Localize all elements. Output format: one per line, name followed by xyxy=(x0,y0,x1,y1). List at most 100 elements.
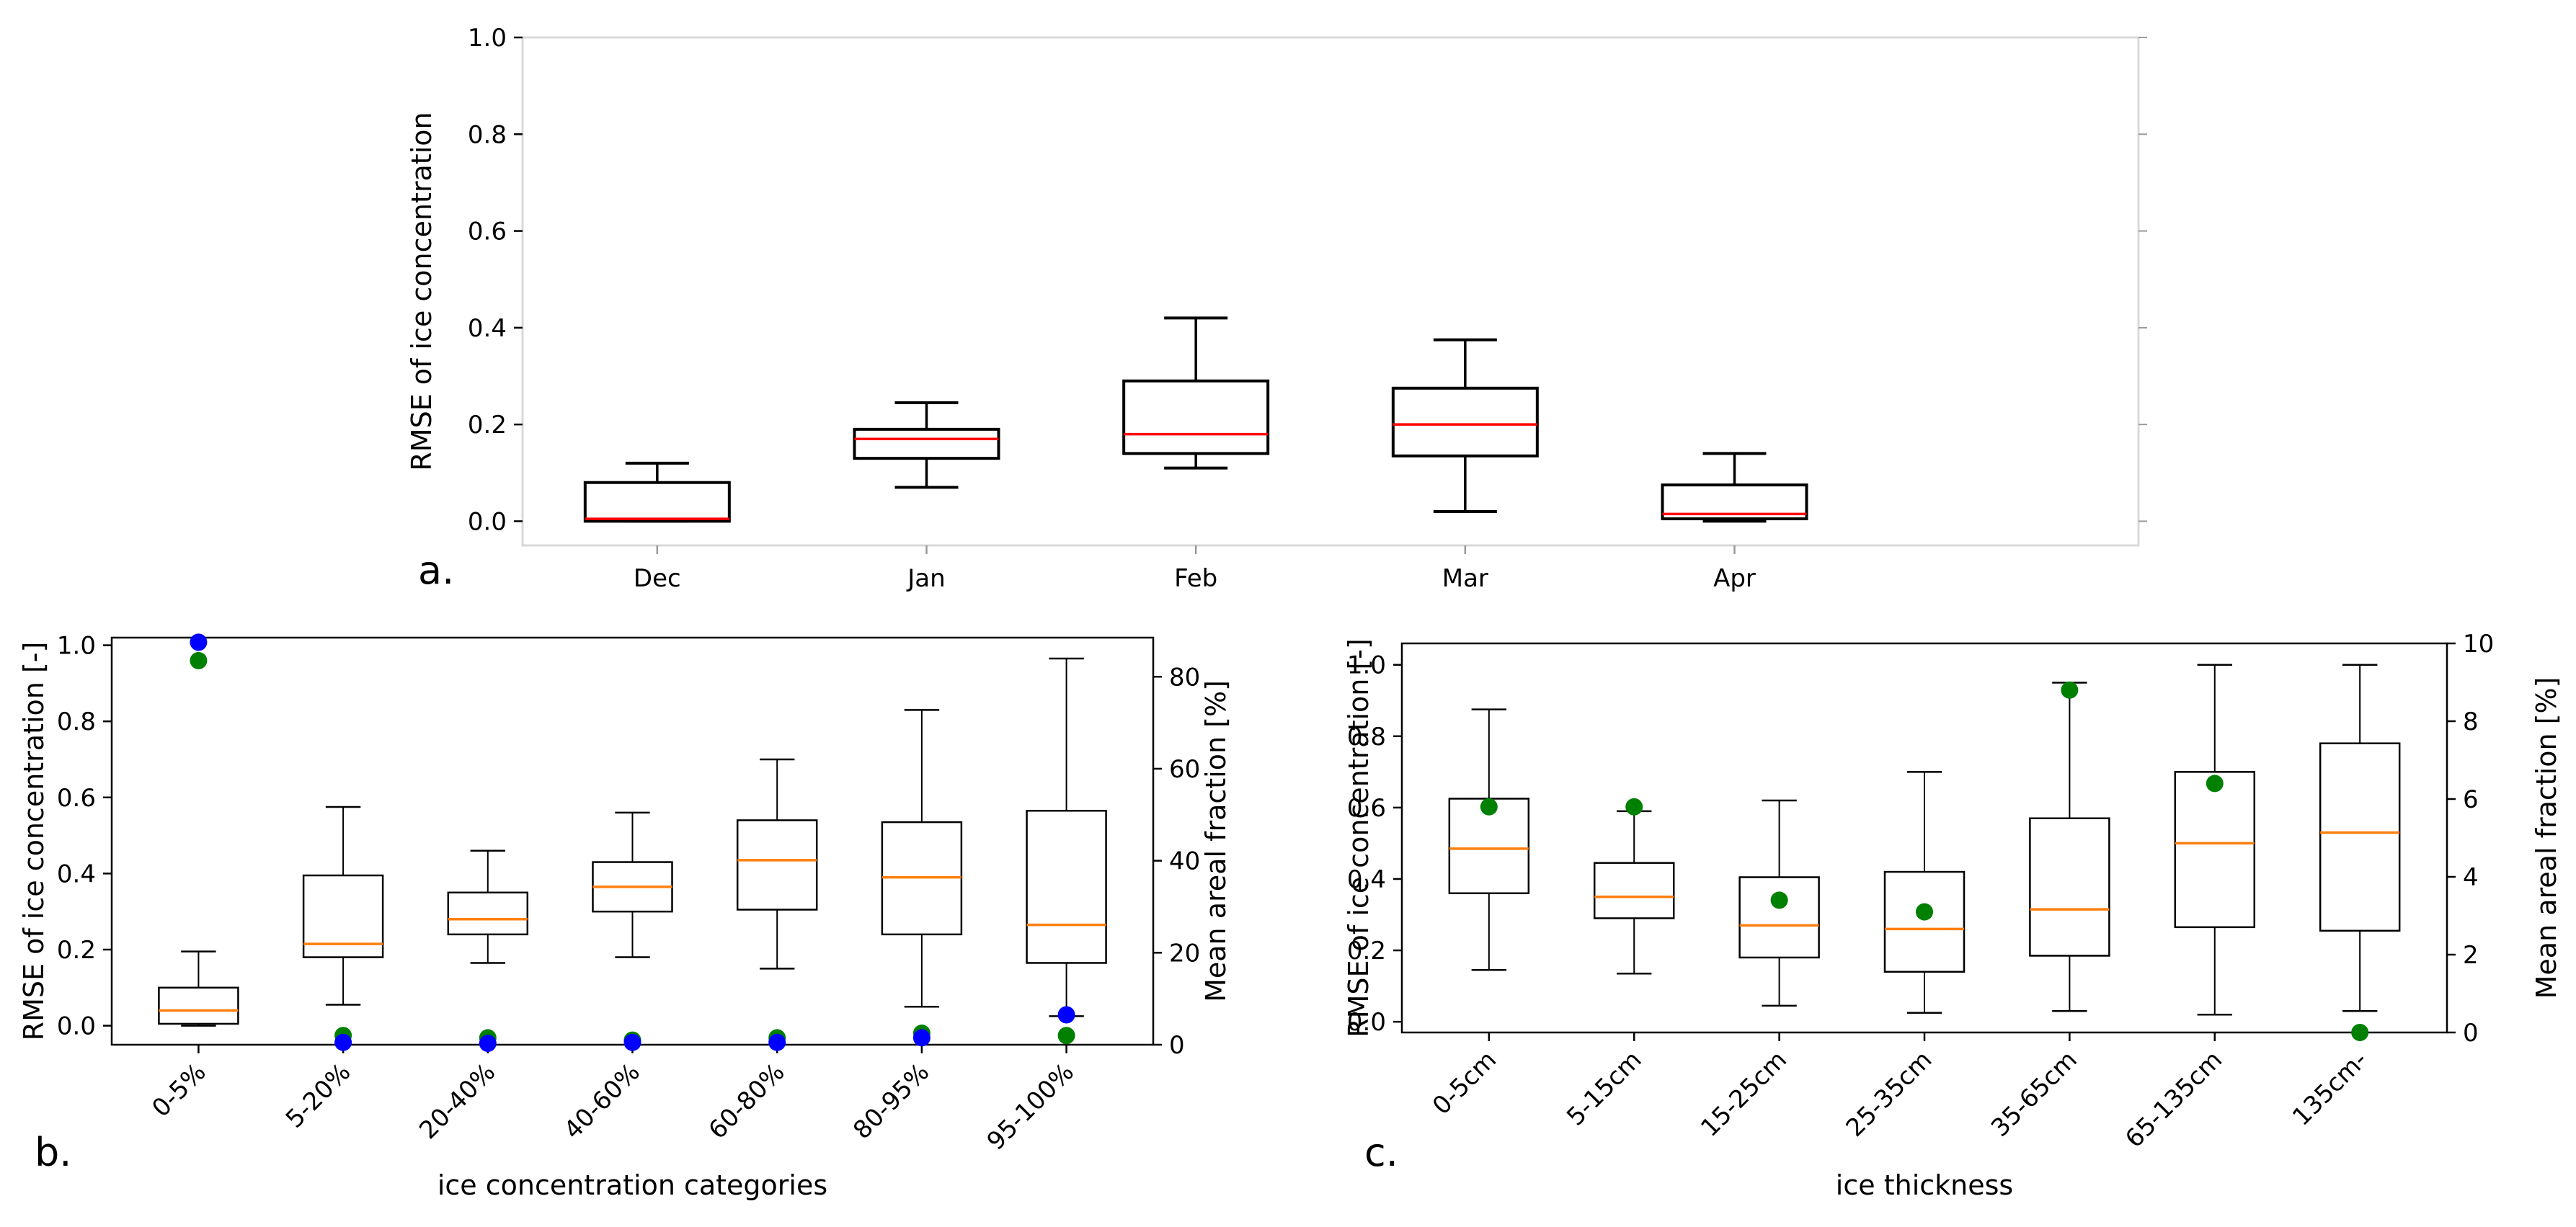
iqr-box xyxy=(2319,742,2401,932)
x-tick-label: Dec xyxy=(634,564,681,593)
y-right-tick-label: 0 xyxy=(2463,1019,2479,1048)
x-tick-label: Apr xyxy=(1713,564,1756,593)
plot-frame xyxy=(521,36,2140,547)
y-tick-label: 0.2 xyxy=(1347,937,1386,965)
y-tick-label: 0.4 xyxy=(57,860,96,888)
y-tick-label: 1.0 xyxy=(57,632,96,661)
y-axis-label: RMSE of ice concentration xyxy=(406,112,438,470)
iqr-box xyxy=(853,427,1000,460)
x-tick-label: Mar xyxy=(1442,564,1488,593)
x-tick-label: 60-80% xyxy=(703,1058,791,1145)
iqr-box xyxy=(1738,876,1820,959)
x-tick-label: 5-15cm xyxy=(1561,1045,1647,1131)
iqr-box xyxy=(736,819,818,911)
y-right-axis-label: Mean areal fraction [%] xyxy=(1200,680,1232,1002)
y-right-tick-label: 20 xyxy=(1169,939,1200,968)
y-tick-label: 0.0 xyxy=(1347,1008,1386,1037)
y-tick-label: 1.0 xyxy=(1347,651,1386,680)
y-tick-label: 0.4 xyxy=(468,314,507,343)
y-tick-label: 0.4 xyxy=(1347,865,1386,894)
y-tick-label: 0.2 xyxy=(57,936,96,965)
y-tick-label: 0.8 xyxy=(57,708,96,736)
y-right-tick-label: 80 xyxy=(1169,663,1200,692)
x-tick-label: 35-65cm xyxy=(1986,1045,2083,1143)
blue-point xyxy=(1057,1006,1075,1024)
box-5-20% xyxy=(302,806,384,1006)
y-right-tick-label: 2 xyxy=(2463,941,2479,970)
y-tick-label: 0.6 xyxy=(57,784,96,813)
y-right-tick-label: 60 xyxy=(1169,755,1200,784)
box-95-100% xyxy=(1026,657,1107,1017)
y-tick-label: 0.0 xyxy=(57,1012,96,1041)
y-right-tick-label: 6 xyxy=(2463,785,2479,814)
x-tick-label: 20-40% xyxy=(414,1058,501,1145)
y-right-tick-label: 0 xyxy=(1169,1031,1185,1060)
iqr-box xyxy=(1391,386,1539,458)
x-axis-label: ice concentration categories xyxy=(438,1169,827,1201)
box-Dec xyxy=(583,461,731,523)
chart-panel-a: 0.0 0.2 0.4 0.6 0.8 1.0 Dec Jan Feb Mar Apr RMSE of… xyxy=(406,24,2147,593)
box-80-95% xyxy=(881,709,963,1008)
y-tick-label: 0.6 xyxy=(468,218,507,246)
box-Jan xyxy=(853,401,1000,489)
box-Feb xyxy=(1122,316,1270,470)
box-0-5cm xyxy=(1448,708,1530,971)
green-point xyxy=(2351,1024,2369,1041)
blue-point xyxy=(912,1029,931,1047)
blue-point xyxy=(768,1033,786,1051)
x-tick-label: 0-5% xyxy=(146,1058,211,1123)
green-point xyxy=(1480,798,1498,816)
x-tick-label: 40-60% xyxy=(559,1058,646,1145)
y-right-tick-label: 40 xyxy=(1169,847,1200,876)
iqr-box xyxy=(2029,817,2110,957)
panel-label: b. xyxy=(35,1130,71,1175)
box-Mar xyxy=(1391,338,1539,513)
panel-label: c. xyxy=(1364,1130,1398,1175)
y-tick-label: 1.0 xyxy=(468,24,507,53)
box-Apr xyxy=(1661,452,1808,523)
blue-point xyxy=(479,1035,497,1053)
iqr-box xyxy=(158,986,239,1025)
iqr-box xyxy=(1883,870,1966,973)
y-right-tick-label: 10 xyxy=(2463,630,2494,659)
iqr-box xyxy=(1593,862,1675,919)
x-tick-label: 135cm- xyxy=(2287,1045,2373,1131)
box-0-5% xyxy=(158,950,239,1027)
box-135cm- xyxy=(2319,664,2401,1012)
iqr-box xyxy=(302,874,384,958)
y-tick-label: 0.8 xyxy=(1347,723,1386,751)
y-right-tick-label: 8 xyxy=(2463,708,2479,736)
blue-point xyxy=(334,1033,352,1051)
green-point xyxy=(2061,681,2079,699)
panel-label: a. xyxy=(418,548,454,593)
iqr-box xyxy=(1122,379,1270,455)
box-40-60% xyxy=(592,811,673,958)
box-60-80% xyxy=(736,758,818,970)
green-point xyxy=(1625,798,1643,816)
box-20-40% xyxy=(447,849,529,964)
box-5-15cm xyxy=(1593,810,1675,975)
y-axis-label: RMSE of ice concentration [-] xyxy=(18,642,50,1041)
x-tick-label: 0-5cm xyxy=(1427,1045,1502,1120)
box-35-65cm xyxy=(2029,682,2110,1012)
blue-point xyxy=(190,633,208,651)
y-tick-label: 0.6 xyxy=(1347,794,1386,823)
green-point xyxy=(1916,903,1933,921)
iqr-box xyxy=(1661,483,1808,521)
box-15-25cm xyxy=(1738,799,1820,1007)
x-tick-label: 5-20% xyxy=(280,1058,357,1134)
iqr-box xyxy=(447,891,529,936)
green-point xyxy=(2206,775,2224,793)
x-tick-label: 80-95% xyxy=(848,1058,935,1145)
box-25-35cm xyxy=(1883,771,1966,1014)
blue-point xyxy=(623,1033,641,1051)
box-65-135cm xyxy=(2174,664,2256,1016)
y-tick-label: 0.8 xyxy=(468,120,507,149)
green-point xyxy=(1057,1027,1075,1045)
y-tick-label: 0.2 xyxy=(468,411,507,440)
chart-panel-c: 0.0 0.2 0.4 0.6 0.8 1.0 0 2 4 6 8 10 0-5cm 5-15cm 15-2… xyxy=(1343,630,2562,1201)
y-right-tick-label: 4 xyxy=(2463,863,2479,892)
green-point xyxy=(190,651,208,669)
y-axis-label: RMSE of ice concentration [-] xyxy=(1343,638,1374,1038)
